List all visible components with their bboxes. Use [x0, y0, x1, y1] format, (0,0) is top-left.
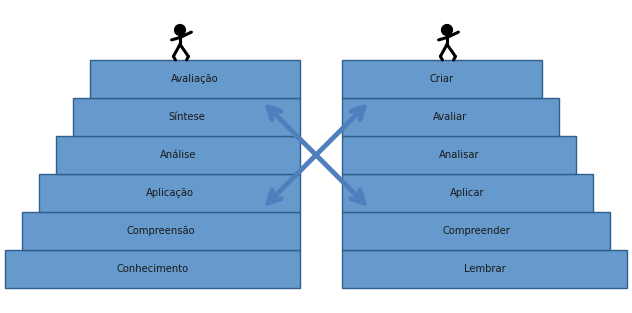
Bar	[342, 212, 610, 250]
Text: Aplicação: Aplicação	[145, 188, 193, 198]
Bar	[342, 250, 627, 288]
Text: Síntese: Síntese	[168, 112, 205, 122]
Text: Analisar: Analisar	[439, 150, 479, 160]
Bar	[56, 136, 300, 174]
Bar	[39, 174, 300, 212]
Text: Conhecimento: Conhecimento	[116, 264, 188, 274]
Bar	[342, 136, 576, 174]
Bar	[73, 98, 300, 136]
Text: Análise: Análise	[160, 150, 197, 160]
Text: Aplicar: Aplicar	[450, 188, 485, 198]
Bar	[5, 250, 300, 288]
Text: Lembrar: Lembrar	[464, 264, 506, 274]
Text: Compreensão: Compreensão	[126, 226, 195, 236]
Circle shape	[174, 25, 185, 35]
Bar	[342, 174, 593, 212]
Text: Criar: Criar	[430, 74, 454, 84]
Text: Avaliar: Avaliar	[434, 112, 468, 122]
Bar	[90, 60, 300, 98]
Bar	[22, 212, 300, 250]
Text: Avaliação: Avaliação	[171, 74, 219, 84]
Text: Compreender: Compreender	[442, 226, 510, 236]
Bar	[342, 60, 542, 98]
Circle shape	[442, 25, 453, 35]
Bar	[342, 98, 559, 136]
